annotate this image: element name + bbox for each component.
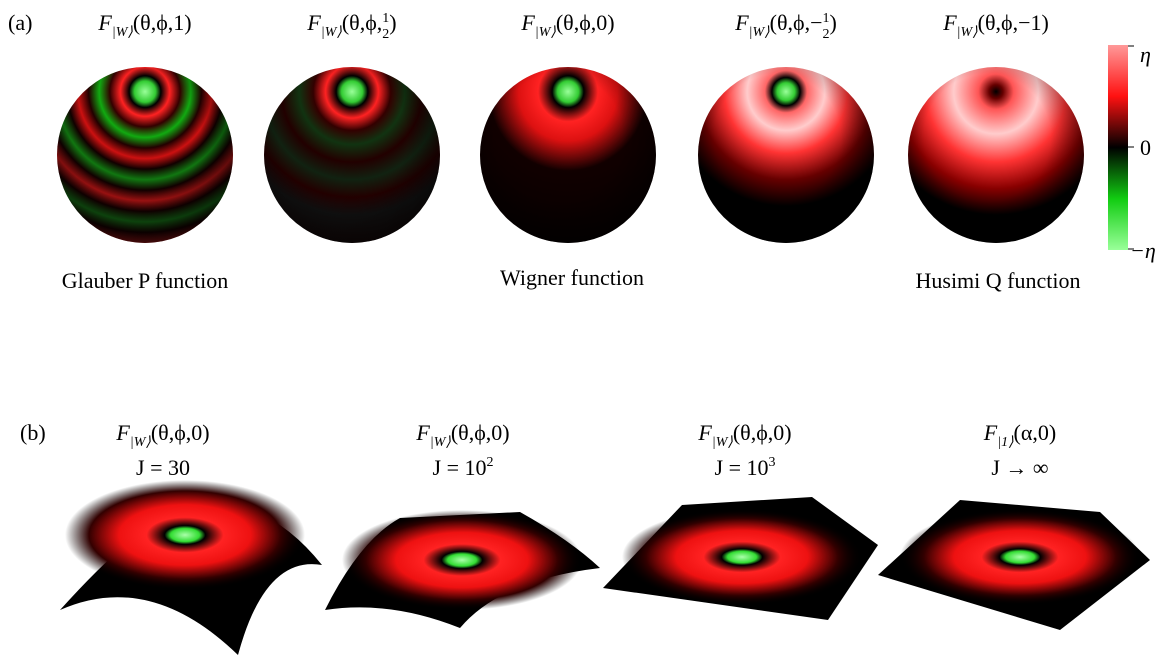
j-value: J = 30 (136, 455, 190, 480)
j-value: J = 10 (715, 455, 769, 480)
caption: Husimi Q function (916, 268, 1081, 293)
surface-blob (342, 510, 582, 610)
plot-title: F|W⟩(θ,ϕ,0) (697, 420, 791, 450)
plot-title: F|W⟩(θ,ϕ,0) (520, 10, 614, 40)
sphere-shade (480, 67, 656, 243)
panel-label: (b) (20, 420, 46, 445)
plot-title: F|W⟩(θ,ϕ,1) (97, 10, 191, 40)
colorbar-ticks (1128, 45, 1134, 250)
sphere-shade (264, 67, 440, 243)
j-value: J → ∞ (991, 455, 1048, 480)
sphere-shade (908, 67, 1084, 243)
sphere-shade (57, 67, 233, 243)
plot-title: F|W⟩(θ,ϕ,1 2) (306, 10, 396, 42)
j-label: J = 102 (433, 455, 494, 480)
surface-blob (622, 509, 862, 605)
title-fraction-num: 1 (382, 11, 389, 26)
title-subscript: |W⟩ (112, 25, 134, 40)
title-symbol: F (97, 10, 112, 35)
title-args: (θ,ϕ, (342, 10, 382, 35)
j-label: J = 30 (136, 455, 190, 480)
title-symbol: F (697, 420, 712, 445)
colorbar (1108, 45, 1128, 250)
j-label: J = 103 (715, 455, 776, 480)
j-superscript: 2 (486, 455, 493, 470)
surface-blob (65, 480, 305, 590)
colorbar-label: η (1140, 42, 1151, 67)
title-symbol: F (983, 420, 998, 445)
caption: Wigner function (500, 265, 644, 290)
colorbar-label: −η (1130, 238, 1156, 263)
title-subscript: |W⟩ (430, 435, 452, 450)
title-symbol: F (415, 420, 430, 445)
title-symbol: F (734, 10, 749, 35)
panel-label: (a) (8, 10, 32, 35)
title-args: (θ,ϕ,0) (556, 10, 615, 35)
title-subscript: |W⟩ (712, 435, 734, 450)
title-args: ) (829, 10, 836, 35)
plot-title: F|W⟩(θ,ϕ,−1 2) (734, 10, 837, 42)
sphere-shade (698, 67, 874, 243)
spheres (57, 67, 1084, 243)
title-args: (θ,ϕ,−1) (978, 10, 1049, 35)
title-fraction-den: 2 (822, 27, 829, 42)
colorbar-label: 0 (1140, 135, 1151, 160)
title-args: (θ,ϕ,0) (733, 420, 792, 445)
plot-title: F|W⟩(θ,ϕ,0) (415, 420, 509, 450)
title-subscript: |W⟩ (535, 25, 557, 40)
title-args: (θ,ϕ,0) (451, 420, 510, 445)
title-fraction-num: 1 (822, 11, 829, 26)
title-symbol: F (115, 420, 130, 445)
j-superscript: 3 (768, 455, 775, 470)
surfaces (60, 480, 1150, 655)
caption: Glauber P function (62, 268, 229, 293)
title-args: (α,0) (1014, 420, 1057, 445)
title-subscript: |1⟩ (997, 435, 1014, 450)
title-symbol: F (520, 10, 535, 35)
surface-blob (900, 509, 1140, 605)
title-args: (θ,ϕ,1) (133, 10, 192, 35)
title-args: (θ,ϕ,− (770, 10, 823, 35)
title-symbol: F (306, 10, 321, 35)
title-subscript: |W⟩ (957, 25, 979, 40)
title-symbol: F (942, 10, 957, 35)
title-args: ) (389, 10, 396, 35)
title-subscript: |W⟩ (321, 25, 343, 40)
plot-title: F|W⟩(θ,ϕ,−1) (942, 10, 1049, 40)
title-args: (θ,ϕ,0) (151, 420, 210, 445)
title-subscript: |W⟩ (749, 25, 771, 40)
plot-title: F|W⟩(θ,ϕ,0) (115, 420, 209, 450)
title-fraction-den: 2 (382, 27, 389, 42)
j-label: J → ∞ (991, 455, 1048, 480)
plot-title: F|1⟩(α,0) (983, 420, 1056, 450)
j-value: J = 10 (433, 455, 487, 480)
title-subscript: |W⟩ (130, 435, 152, 450)
